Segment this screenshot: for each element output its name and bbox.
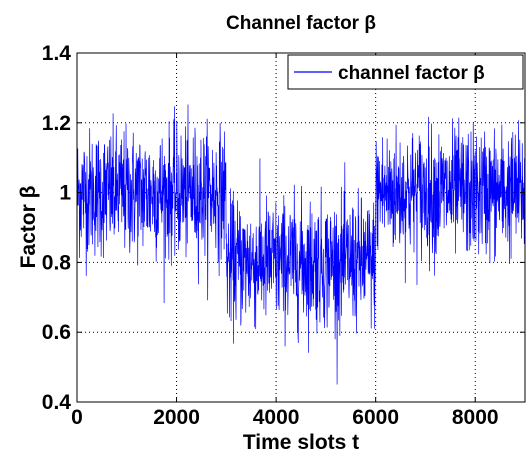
y-axis-ticks: 0.4 0.6 0.8 1 1.2 1.4 xyxy=(42,42,525,414)
series-line xyxy=(76,104,526,385)
y-axis-label: Factor β xyxy=(17,185,40,268)
legend-label: channel factor β xyxy=(338,63,485,84)
y-tick-label: 1 xyxy=(59,182,71,205)
chart-title: Channel factor β xyxy=(226,13,376,34)
y-tick-label: 1.4 xyxy=(42,42,72,65)
x-tick-label: 8000 xyxy=(452,406,499,429)
y-tick-label: 0.6 xyxy=(42,321,71,344)
y-tick-label: 0.8 xyxy=(42,251,72,274)
x-tick-label: 2000 xyxy=(153,406,200,429)
x-axis-ticks: 0 2000 4000 6000 8000 xyxy=(71,53,499,429)
y-tick-label: 0.4 xyxy=(42,391,72,414)
x-tick-label: 6000 xyxy=(352,406,399,429)
y-tick-label: 1.2 xyxy=(42,112,71,135)
legend: channel factor β xyxy=(287,54,524,90)
axes-box xyxy=(76,52,526,403)
series-channel-factor xyxy=(76,104,526,385)
x-tick-label: 4000 xyxy=(253,406,300,429)
x-axis-label: Time slots t xyxy=(243,431,359,454)
x-tick-label: 0 xyxy=(71,406,83,429)
